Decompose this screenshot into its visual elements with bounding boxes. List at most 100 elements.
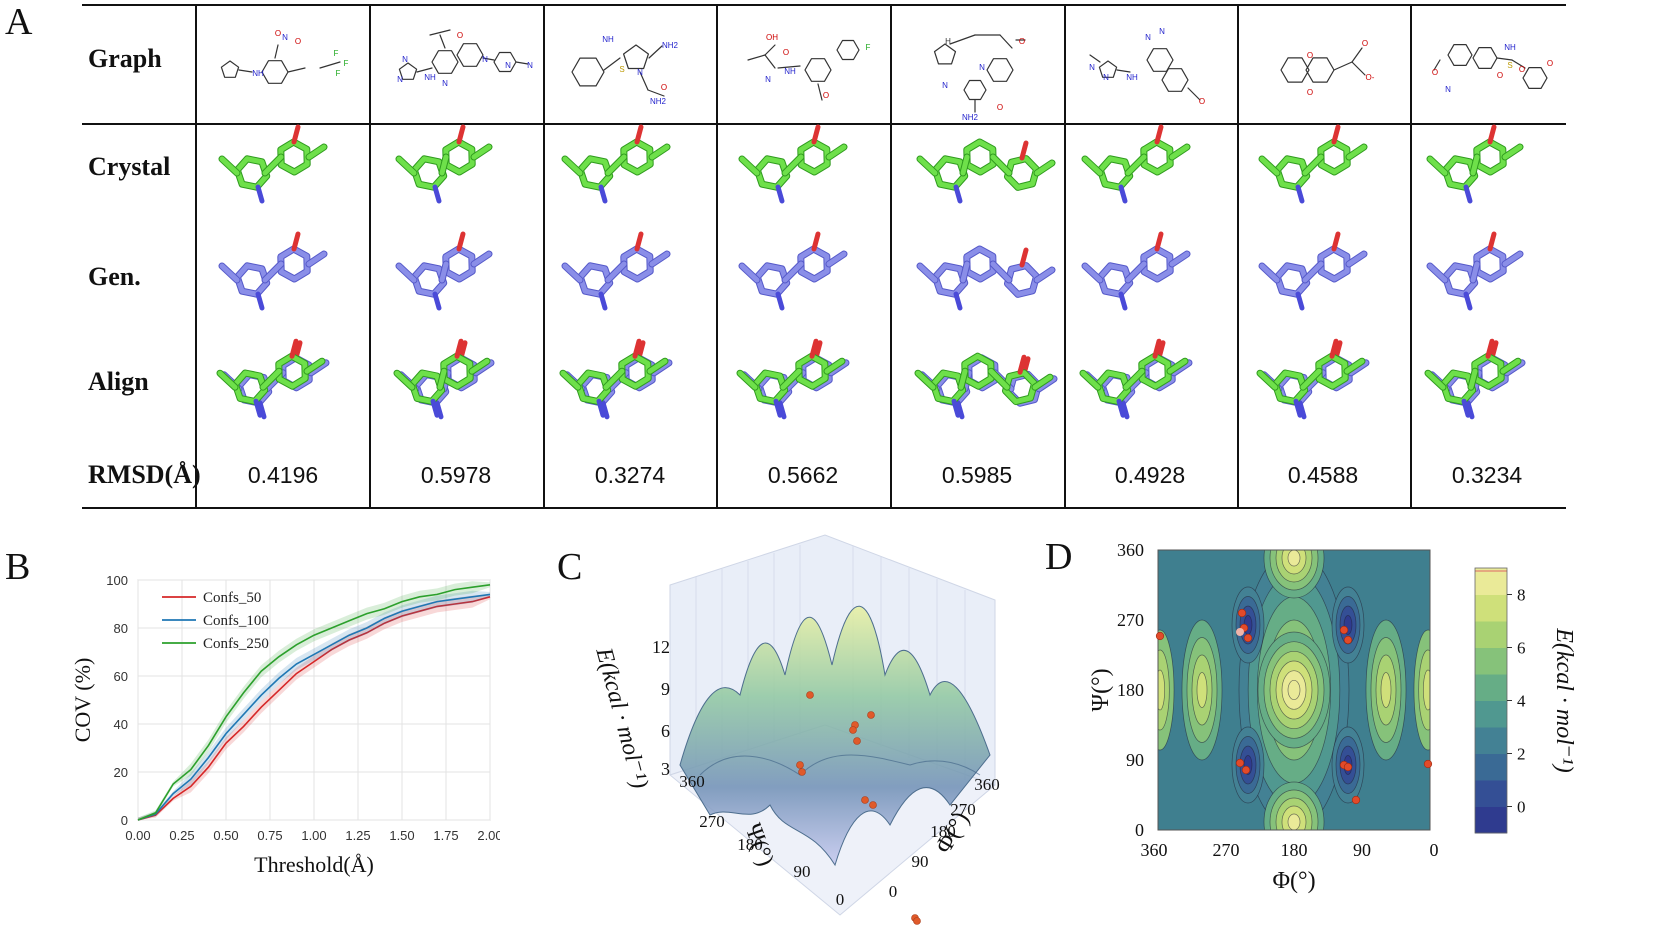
z-axis-label: E(kcal · mol⁻¹) — [590, 644, 653, 791]
bond — [598, 184, 608, 204]
bond — [632, 338, 642, 359]
bond — [1331, 231, 1341, 252]
ring — [443, 139, 475, 175]
bond — [1167, 358, 1188, 374]
atom-label: N — [1089, 63, 1095, 72]
stick-model — [395, 231, 493, 311]
ring — [1161, 68, 1189, 92]
colorbar-segment — [1475, 727, 1507, 754]
bond — [1019, 140, 1029, 161]
column-divider — [369, 4, 371, 509]
bond — [1300, 368, 1322, 390]
minimum-point — [796, 761, 804, 769]
atom-label: O — [1519, 65, 1525, 74]
stick-model — [559, 338, 673, 420]
psi-tick-label: 180 — [737, 835, 763, 854]
surface-contour — [699, 754, 981, 776]
bond — [603, 57, 621, 71]
panel-label-d: D — [1045, 536, 1073, 578]
bond — [253, 398, 263, 418]
atom-label: O — [295, 37, 301, 46]
table-header-rule — [82, 123, 1566, 125]
bond — [1463, 184, 1473, 204]
bond — [1034, 267, 1055, 283]
bond — [1295, 184, 1305, 204]
minimum-point — [913, 917, 921, 925]
y-tick-label: 270 — [1117, 610, 1144, 630]
y-tick-label: 90 — [1126, 750, 1144, 770]
bond — [1485, 338, 1495, 359]
legend-label: Confs_100 — [203, 613, 269, 629]
minimum-point — [849, 726, 857, 734]
bond — [1082, 263, 1103, 283]
atom-label: N — [765, 75, 771, 84]
ring — [276, 353, 308, 389]
bond — [482, 57, 495, 61]
bond — [471, 144, 492, 160]
colorbar-segment — [1475, 674, 1507, 701]
bond — [739, 156, 760, 176]
bond — [1333, 61, 1353, 71]
x-axis-label: Threshold(Å) — [254, 852, 374, 877]
atom-label: F — [336, 69, 341, 78]
atom-label: F — [866, 43, 871, 52]
colorbar-label: E(kcal · mol⁻¹) — [1551, 627, 1577, 772]
atom-label: N — [637, 68, 643, 77]
bond — [1080, 370, 1101, 390]
bond — [1259, 263, 1280, 283]
stick-model — [1256, 338, 1370, 420]
colorbar-tick-label: 4 — [1517, 692, 1526, 711]
bond — [1427, 156, 1448, 176]
atom-label: N — [1145, 33, 1151, 42]
atom-label: N — [942, 81, 948, 90]
bond — [955, 400, 965, 420]
energy-surface — [679, 605, 991, 867]
minimum-point — [867, 711, 875, 719]
panel-label-a: A — [5, 1, 33, 43]
bond — [1348, 360, 1369, 376]
phi-tick-label: 360 — [974, 775, 1000, 794]
colorbar-segment — [1475, 700, 1507, 728]
atom-label: O — [823, 91, 829, 100]
atom-label: O — [1019, 37, 1025, 46]
ring — [804, 58, 832, 82]
ring — [1472, 46, 1498, 70]
row-label-gen: Gen. — [88, 262, 141, 291]
bond — [1487, 124, 1497, 145]
x-tick-label: 0 — [1430, 840, 1439, 860]
y-tick-label: 20 — [114, 765, 128, 780]
stick-model — [916, 138, 1056, 204]
bond — [1302, 261, 1324, 283]
bond — [1019, 247, 1029, 268]
bond — [1297, 400, 1307, 420]
contour-level — [1196, 672, 1208, 708]
minimum-point — [1423, 759, 1433, 769]
bond — [1344, 358, 1365, 374]
bond — [469, 358, 490, 374]
bond — [1504, 360, 1525, 376]
bond — [780, 368, 802, 390]
bond — [1125, 154, 1147, 176]
bond — [605, 154, 627, 176]
bond — [304, 358, 325, 374]
ring — [1447, 43, 1473, 67]
bond — [648, 45, 663, 59]
bond — [262, 154, 284, 176]
bond — [1468, 368, 1478, 390]
bond — [634, 231, 644, 252]
minimum-point — [1237, 608, 1247, 618]
bond — [824, 358, 845, 374]
psi-tick-label: 90 — [794, 862, 811, 881]
x-tick-label: 90 — [1353, 840, 1371, 860]
bond — [396, 263, 417, 283]
bond — [960, 154, 970, 176]
x-tick-label: 0.50 — [213, 828, 238, 843]
atom-label: O — [457, 31, 463, 40]
atom-label: NH2 — [962, 113, 979, 122]
bond — [647, 358, 668, 374]
colorbar-segment — [1475, 568, 1507, 595]
ring — [443, 246, 475, 282]
